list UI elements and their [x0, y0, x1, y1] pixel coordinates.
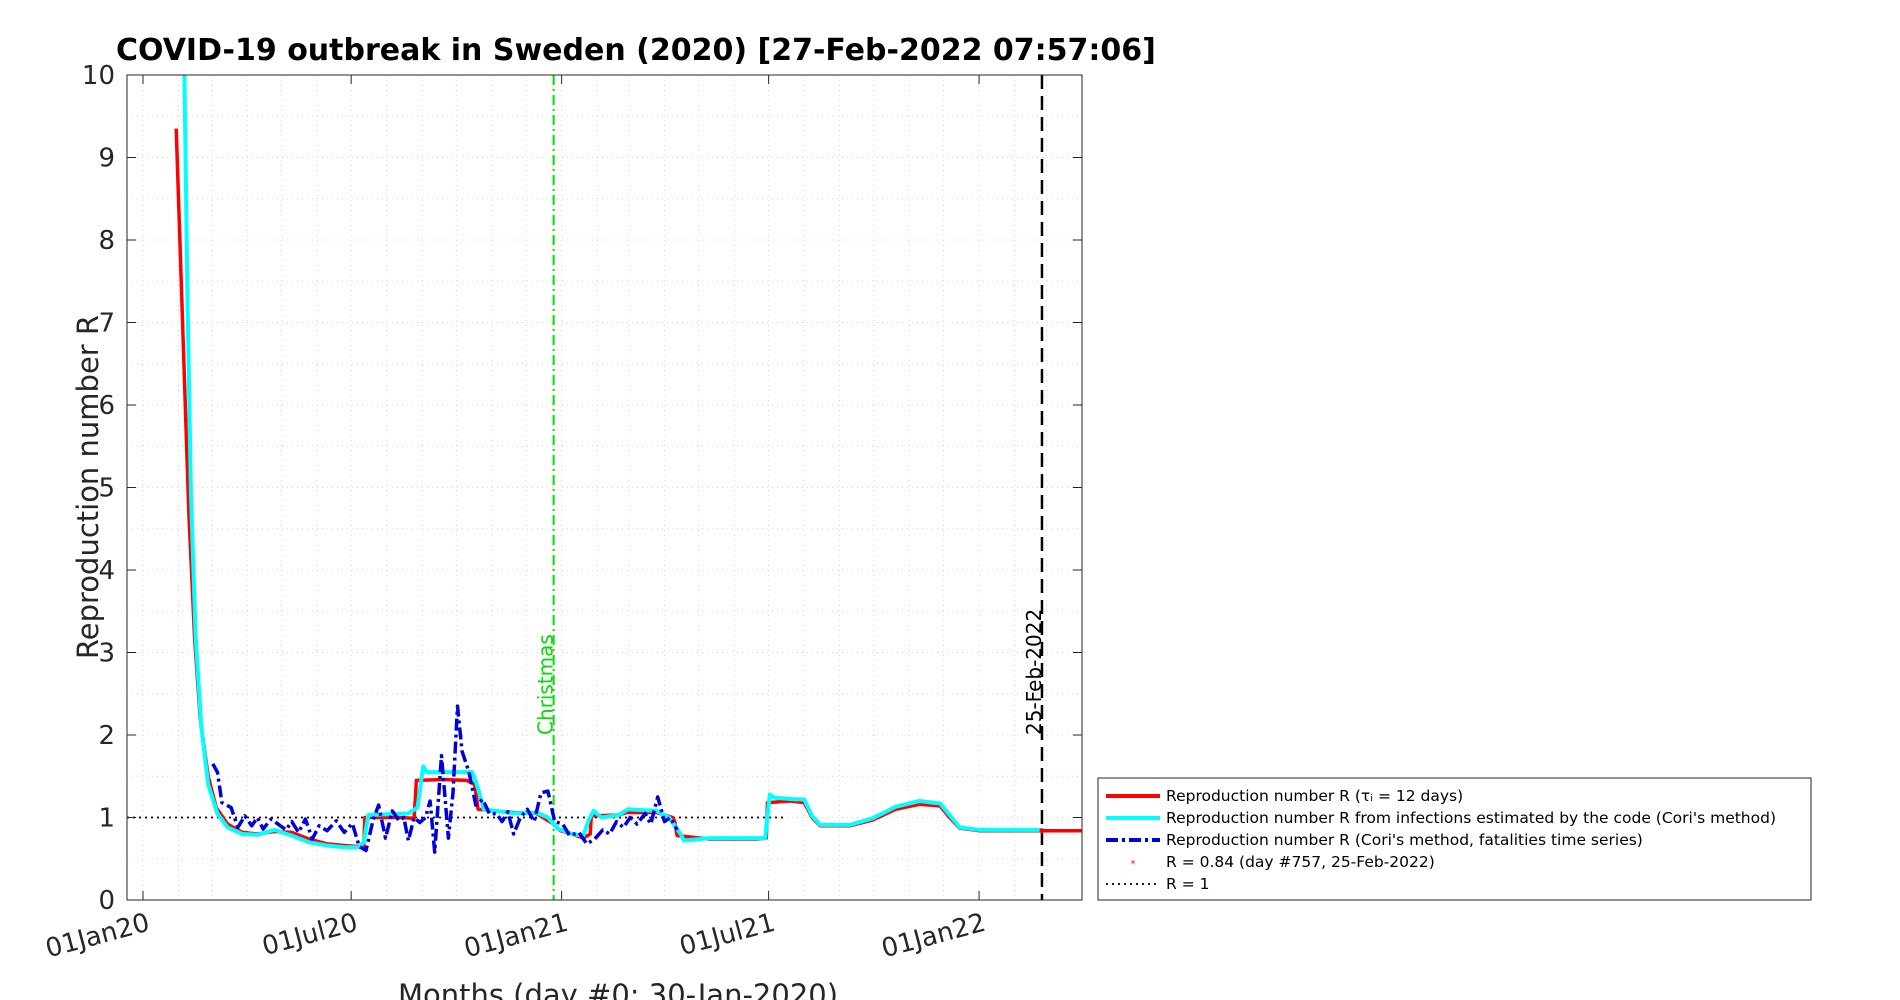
series-line-cyan: [182, 75, 1042, 850]
y-tick-label: 8: [98, 226, 115, 256]
y-tick-label: 0: [98, 886, 115, 916]
plot-background: [127, 75, 1082, 900]
x-tick-label: 01Jan20: [42, 908, 152, 964]
chart-title: COVID-19 outbreak in Sweden (2020) [27-F…: [116, 33, 1156, 68]
legend-entry-point: R = 0.84 (day #757, 25-Feb-2022): [1166, 853, 1435, 871]
y-tick-label: 7: [98, 309, 115, 339]
y-tick-label: 5: [98, 474, 115, 504]
series-line-blue: [211, 704, 679, 854]
axis-ticks: [127, 74, 1082, 901]
series-layer: [174, 75, 1082, 854]
legend-entry-red: Reproduction number R (τᵢ = 12 days): [1166, 787, 1463, 805]
current-r-point: [1039, 828, 1045, 834]
legend-entry-cyan: Reproduction number R from infections es…: [1166, 809, 1776, 827]
current-date-label: 25-Feb-2022: [1022, 609, 1046, 735]
x-tick-label: 01Jul20: [259, 908, 361, 962]
x-tick-label: 01Jan22: [878, 908, 988, 964]
y-tick-label: 3: [98, 639, 115, 669]
y-tick-label: 6: [98, 391, 115, 421]
x-tick-label: 01Jan21: [461, 908, 571, 964]
christmas-label: Christmas: [534, 634, 558, 735]
y-tick-label: 1: [98, 804, 115, 834]
legend-entry-blue: Reproduction number R (Cori's method, fa…: [1166, 831, 1643, 849]
legend-swatch-point: *: [1131, 859, 1136, 870]
legend: Reproduction number R (τᵢ = 12 days) Rep…: [1097, 777, 1812, 901]
y-tick-label: 10: [82, 61, 115, 91]
y-tick-label: 2: [98, 721, 115, 751]
annotation-lines: Christmas 25-Feb-2022: [127, 75, 1046, 900]
x-tick-label: 01Jul21: [676, 908, 778, 962]
y-tick-label: 9: [98, 144, 115, 174]
legend-box: [1097, 777, 1812, 901]
x-axis-label: Months (day #0: 30-Jan-2020): [398, 978, 838, 1000]
legend-entry-reference: R = 1: [1166, 875, 1209, 893]
y-axis-label: Reproduction number R: [71, 315, 105, 659]
y-tick-label: 4: [98, 556, 115, 586]
grid-lines: [127, 75, 1082, 900]
